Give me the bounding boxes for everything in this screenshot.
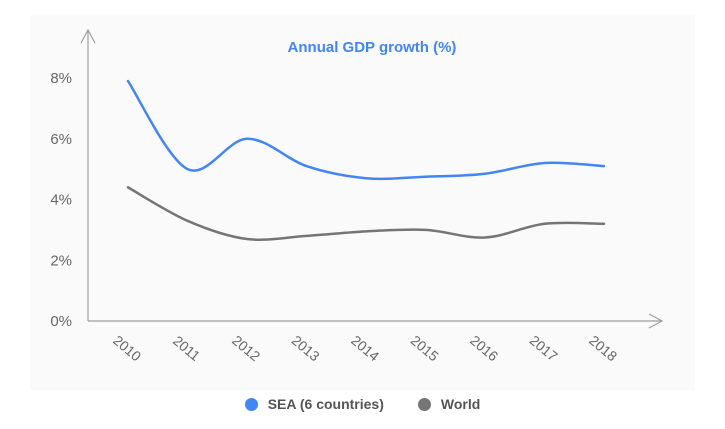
legend-item-world[interactable]: World — [417, 396, 481, 412]
x-axis-arrow — [648, 313, 664, 329]
series-lines — [126, 79, 606, 242]
axes — [80, 28, 664, 329]
y-tick-label: 4% — [50, 192, 72, 209]
series-line-world — [126, 186, 606, 242]
y-tick-label: 0% — [50, 313, 72, 330]
y-tick-label: 6% — [50, 131, 72, 148]
legend: SEA (6 countries) World — [0, 396, 725, 412]
y-tick-label: 8% — [50, 70, 72, 87]
series-line-sea — [126, 79, 606, 181]
chart-background — [30, 15, 695, 390]
y-tick-label: 2% — [50, 252, 72, 269]
legend-item-sea[interactable]: SEA (6 countries) — [244, 396, 384, 412]
legend-swatch-world — [417, 397, 431, 411]
legend-label-sea: SEA (6 countries) — [267, 396, 384, 412]
y-tick-labels: 0% 2% 4% 6% 8% — [50, 70, 72, 330]
legend-swatch-sea — [244, 397, 258, 411]
legend-label-world: World — [440, 396, 481, 412]
chart-title: Annual GDP growth (%) — [288, 39, 457, 56]
y-axis-arrow — [80, 28, 96, 44]
